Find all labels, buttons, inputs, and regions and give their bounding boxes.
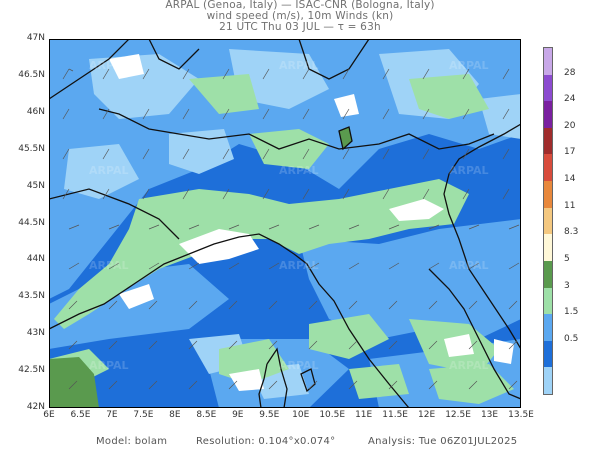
colorbar-tick-label: 11: [564, 200, 576, 211]
colorbar-segment: [544, 314, 552, 342]
longitude-tick-label: 10.5E: [319, 410, 346, 420]
colorbar-tick-label: 0.5: [564, 333, 579, 344]
watermark-text: ARPAL: [279, 164, 319, 177]
longitude-tick-label: 11E: [355, 410, 373, 420]
latitude-tick-label: 46.5N: [18, 69, 45, 80]
dark-green-region-corsica-west: [49, 357, 99, 408]
watermark-text: ARPAL: [89, 164, 129, 177]
latitude-tick-label: 44N: [26, 254, 45, 265]
colorbar-segment: [544, 181, 552, 209]
watermarks: ARPAL ARPAL ARPAL ARPAL ARPAL ARPAL ARPA…: [89, 59, 489, 372]
longitude-tick-label: 11.5E: [382, 410, 408, 420]
colorbar-tick-label: 8.3: [564, 227, 579, 238]
longitude-tick-label: 6.5E: [70, 410, 91, 420]
longitude-tick-label: 13E: [480, 410, 499, 420]
colorbar-segment: [544, 48, 552, 76]
colorbar-segment: [544, 234, 552, 262]
calm-regions: [109, 54, 514, 391]
watermark-text: ARPAL: [449, 359, 489, 372]
watermark-text: ARPAL: [449, 164, 489, 177]
watermark-text: ARPAL: [89, 259, 129, 272]
latitude-tick-label: 45.5N: [18, 143, 45, 154]
colorbar-segment: [544, 207, 552, 235]
colorbar-tick-label: 24: [564, 94, 576, 105]
watermark-text: ARPAL: [279, 59, 319, 72]
watermark-text: ARPAL: [89, 59, 129, 72]
watermark-text: ARPAL: [279, 259, 319, 272]
longitude-tick-label: 13.5E: [508, 410, 534, 420]
footer-model: Model: bolam: [96, 436, 167, 447]
longitude-tick-label: 9.5E: [259, 410, 280, 420]
latitude-tick-label: 43N: [26, 328, 45, 339]
colorbar-tick-label: 5: [564, 253, 570, 264]
wind-barbs: [62, 68, 520, 390]
longitude-tick-label: 10E: [292, 410, 310, 420]
latitude-tick-label: 47N: [26, 33, 45, 43]
longitude-tick-label: 12E: [418, 410, 436, 420]
colorbar-segment: [544, 101, 552, 129]
watermark-text: ARPAL: [449, 59, 489, 72]
longitude-tick-label: 8E: [169, 410, 181, 420]
model-value: bolam: [134, 436, 168, 447]
colorbar-tick-label: 14: [564, 174, 576, 185]
header-title-line: ARPAL (Genoa, Italy) — ISAC-CNR (Bologna…: [165, 0, 435, 11]
model-label: Model:: [96, 436, 132, 447]
colorbar-tick-label: 17: [564, 147, 576, 158]
resolution-value: 0.104°x0.074°: [258, 436, 336, 447]
analysis-label: Analysis:: [368, 436, 416, 447]
colorbar-segment: [544, 74, 552, 102]
colorbar-segment: [544, 154, 552, 182]
colorbar-tick-label: 20: [564, 120, 576, 131]
colorbar-tick-label: 3: [564, 280, 570, 291]
colorbar-segment: [544, 127, 552, 155]
watermark-text: ARPAL: [279, 359, 319, 372]
watermark-text: ARPAL: [449, 259, 489, 272]
longitude-tick-label: 7.5E: [133, 410, 154, 420]
colorbar: [543, 47, 553, 395]
latitude-tick-label: 42N: [26, 402, 45, 412]
coastlines: [49, 39, 521, 408]
latitude-tick-label: 45N: [26, 180, 45, 191]
longitude-tick-label: 9E: [232, 410, 244, 420]
resolution-label: Resolution:: [196, 436, 255, 447]
footer-analysis: Analysis: Tue 06Z01JUL2025: [368, 436, 517, 447]
colorbar-segment: [544, 260, 552, 289]
latitude-tick-label: 42.5N: [18, 365, 45, 376]
latitude-tick-label: 43.5N: [18, 291, 45, 302]
analysis-value: Tue 06Z01JUL2025: [418, 436, 518, 447]
header-variable-line: wind speed (m/s), 10m Winds (kn): [206, 10, 394, 22]
colorbar-segment: [544, 287, 552, 315]
latitude-tick-label: 44.5N: [18, 217, 45, 228]
header-time-line: 21 UTC Thu 03 JUL — τ = 63h: [219, 21, 381, 33]
footer-resolution: Resolution: 0.104°x0.074°: [196, 436, 335, 447]
colorbar-tick-label: 28: [564, 67, 576, 78]
colorbar-tick-label: 1.5: [564, 307, 579, 318]
wind-speed-map: ARPAL ARPAL ARPAL ARPAL ARPAL ARPAL ARPA…: [49, 39, 521, 408]
colorbar-segment: [544, 340, 552, 368]
longitude-tick-label: 7E: [106, 410, 118, 420]
map-frame: [49, 39, 521, 408]
latitude-tick-label: 46N: [26, 106, 45, 117]
colorbar-segment: [544, 367, 552, 394]
longitude-tick-label: 6E: [43, 410, 55, 420]
watermark-text: ARPAL: [89, 359, 129, 372]
longitude-tick-label: 12.5E: [445, 410, 471, 420]
longitude-tick-label: 8.5E: [196, 410, 217, 420]
